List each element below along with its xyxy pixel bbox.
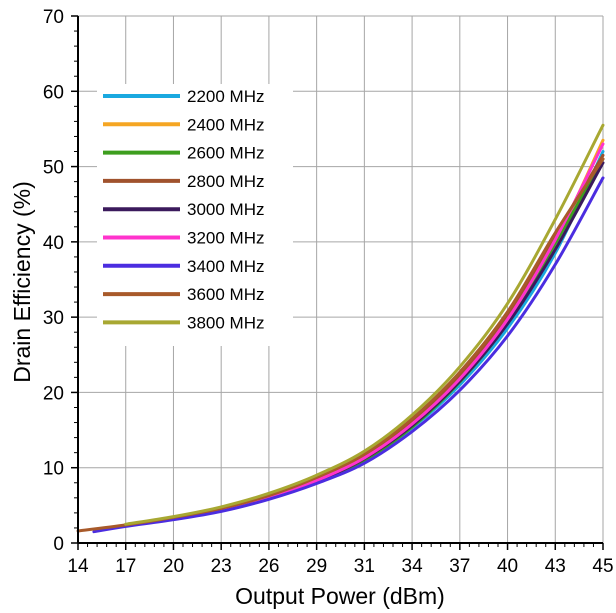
legend-label-3200-mhz: 3200 MHz bbox=[187, 229, 264, 248]
y-tick-label: 30 bbox=[43, 308, 64, 329]
y-tick-label: 40 bbox=[43, 233, 64, 254]
tick-labels: 14 17 20 23 26 29 31 34 37 40 43 45 0 10 20 30 40 50 60 70 bbox=[43, 7, 614, 577]
x-tick-label: 14 bbox=[67, 556, 89, 577]
x-tick-label: 26 bbox=[258, 556, 279, 577]
series-lines bbox=[76, 123, 605, 534]
y-tick-label: 70 bbox=[43, 7, 64, 28]
y-axis-title: Drain Efficiency (%) bbox=[9, 181, 35, 383]
series-line-3400-mhz bbox=[92, 176, 605, 534]
y-tick-label: 0 bbox=[53, 534, 64, 555]
x-tick-label: 37 bbox=[449, 556, 470, 577]
x-tick-label: 34 bbox=[402, 556, 424, 577]
x-tick-label: 29 bbox=[306, 556, 327, 577]
legend-label-2800-mhz: 2800 MHz bbox=[187, 172, 264, 191]
x-tick-label: 20 bbox=[163, 556, 184, 577]
x-tick-label: 40 bbox=[497, 556, 518, 577]
x-axis-title: Output Power (dBm) bbox=[235, 583, 445, 609]
legend-background bbox=[97, 84, 293, 346]
series-line-3800-mhz bbox=[124, 123, 605, 526]
legend-label-3600-mhz: 3600 MHz bbox=[187, 285, 264, 304]
x-tick-label: 45 bbox=[592, 556, 613, 577]
ticks bbox=[71, 15, 604, 550]
x-tick-label: 43 bbox=[545, 556, 566, 577]
axes bbox=[77, 16, 603, 544]
legend-label-2200-mhz: 2200 MHz bbox=[187, 87, 264, 106]
x-tick-label: 23 bbox=[211, 556, 232, 577]
legend-label-2400-mhz: 2400 MHz bbox=[187, 115, 264, 134]
y-tick-label: 60 bbox=[43, 82, 64, 103]
x-tick-label: 31 bbox=[354, 556, 375, 577]
legend-label-2600-mhz: 2600 MHz bbox=[187, 144, 264, 163]
legend: 2200 MHz 2400 MHz 2600 MHz 2800 MHz 3000 MHz… bbox=[97, 84, 293, 346]
legend-label-3800-mhz: 3800 MHz bbox=[187, 313, 264, 332]
legend-label-3400-mhz: 3400 MHz bbox=[187, 257, 264, 276]
y-tick-label: 10 bbox=[43, 459, 64, 480]
legend-label-3000-mhz: 3000 MHz bbox=[187, 200, 264, 219]
x-tick-label: 17 bbox=[115, 556, 136, 577]
y-tick-label: 50 bbox=[43, 158, 64, 179]
y-tick-label: 20 bbox=[43, 383, 64, 404]
